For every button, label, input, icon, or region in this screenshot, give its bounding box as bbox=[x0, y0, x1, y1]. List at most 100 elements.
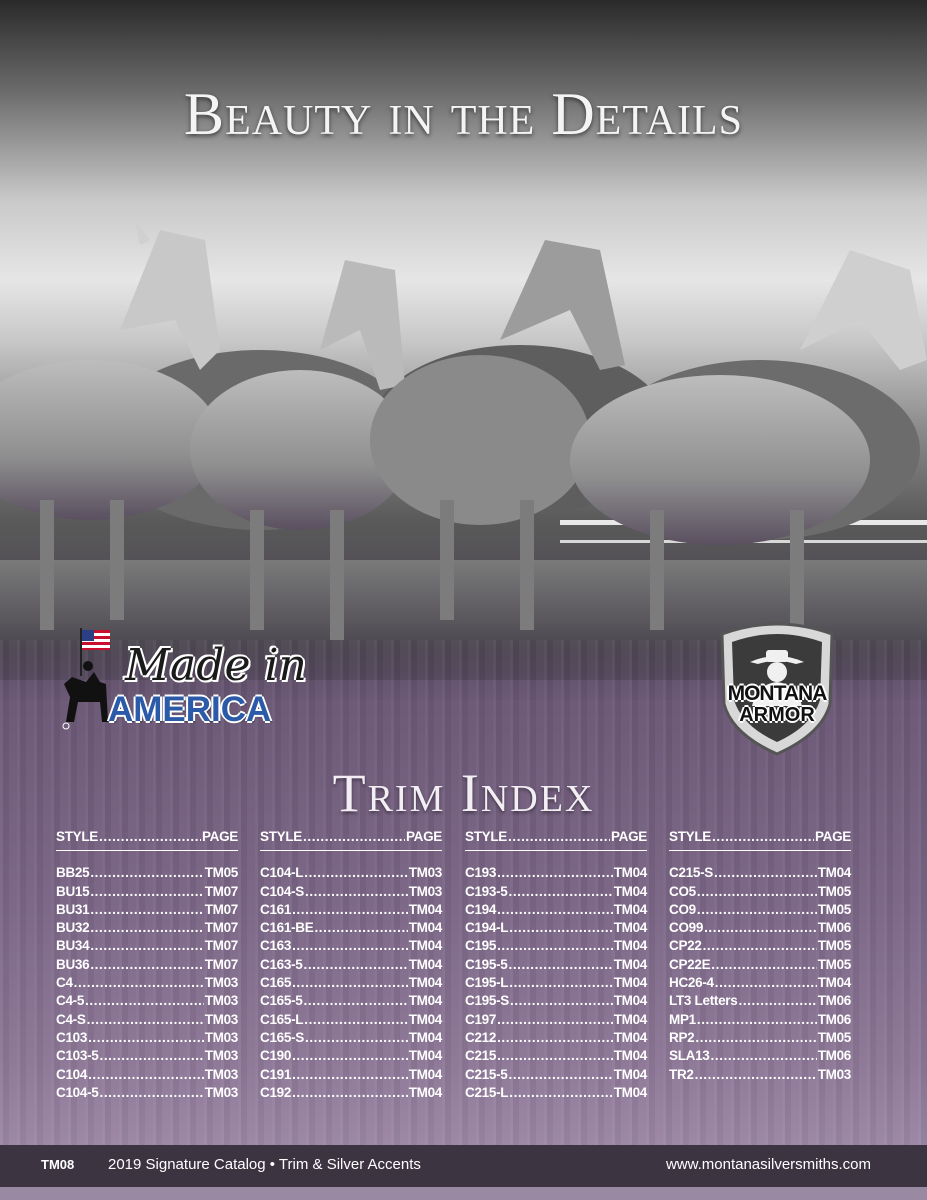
header-rule bbox=[56, 850, 238, 851]
leader-dots bbox=[87, 1012, 204, 1027]
leader-dots bbox=[695, 1030, 816, 1045]
leader-dots bbox=[712, 829, 814, 844]
leader-dots bbox=[292, 975, 408, 990]
style-code: C4 bbox=[56, 975, 73, 991]
index-rows: C193TM04C193-5TM04C194TM04C194-LTM04C195… bbox=[465, 862, 647, 1100]
index-row: C215-L TM04 bbox=[465, 1082, 647, 1100]
header-page: PAGE bbox=[405, 829, 442, 844]
index-row: BU36 TM07 bbox=[56, 953, 238, 972]
style-code: BU36 bbox=[56, 956, 90, 972]
page-ref: TM04 bbox=[408, 956, 443, 972]
montana-text: MONTANA bbox=[727, 682, 828, 705]
style-code: C215-5 bbox=[465, 1066, 508, 1082]
index-row: C4 TM03 bbox=[56, 972, 238, 990]
style-code: CP22 bbox=[669, 938, 702, 954]
page-ref: TM04 bbox=[613, 883, 648, 899]
montana-armor-shield-logo bbox=[720, 622, 834, 756]
trim-index-title: Trim Index bbox=[332, 763, 595, 823]
header-page: PAGE bbox=[610, 829, 647, 844]
leader-dots bbox=[99, 1085, 203, 1100]
index-row: C165-S TM04 bbox=[260, 1027, 442, 1045]
leader-dots bbox=[703, 938, 817, 953]
page-ref: TM04 bbox=[408, 993, 443, 1009]
leader-dots bbox=[508, 829, 610, 844]
index-row: C163-5 TM04 bbox=[260, 953, 443, 972]
style-code: LT3 Letters bbox=[669, 993, 738, 1009]
index-row: BU15 TM07 bbox=[56, 880, 238, 899]
index-row: C104-5 TM03 bbox=[56, 1082, 238, 1100]
page-ref: TM03 bbox=[204, 1066, 239, 1082]
page-ref: TM04 bbox=[408, 920, 443, 936]
page-ref: TM05 bbox=[817, 1029, 852, 1045]
index-column-4: STYLE PAGE C215-S TM04 CO5 TM05 CO9 TM05 CO99 TM0… bbox=[669, 826, 851, 1082]
style-code: HC26-4 bbox=[669, 975, 714, 991]
leader-dots bbox=[715, 975, 817, 990]
header-page: PAGE bbox=[814, 829, 851, 844]
style-code: TR2 bbox=[669, 1066, 694, 1082]
page-ref: TM04 bbox=[613, 975, 648, 991]
leader-dots bbox=[508, 884, 612, 899]
index-row: C215-5 TM04 bbox=[465, 1063, 647, 1082]
page-ref: TM04 bbox=[613, 901, 648, 917]
leader-dots bbox=[714, 865, 817, 880]
index-row: TR2 TM03 bbox=[669, 1063, 852, 1082]
header-style: STYLE bbox=[260, 829, 303, 844]
index-row: LT3 Letters TM06 bbox=[669, 990, 851, 1008]
index-row: C215 TM04 bbox=[465, 1045, 647, 1063]
page-ref: TM04 bbox=[408, 1011, 443, 1027]
index-row: C195-L TM04 bbox=[465, 972, 647, 990]
index-row: C190 TM04 bbox=[260, 1045, 442, 1063]
style-code: C165-L bbox=[260, 1011, 304, 1027]
style-code: BU15 bbox=[56, 883, 90, 899]
index-row: CO9 TM05 bbox=[669, 899, 851, 917]
leader-dots bbox=[711, 957, 816, 972]
page-ref: TM03 bbox=[204, 1011, 239, 1027]
trim-index-table: STYLE PAGE BB25 TM05 BU15 TM07 BU31 TM07 BU32 TM0… bbox=[56, 826, 856, 1106]
column-header: STYLE PAGE bbox=[56, 826, 238, 844]
page-ref: TM04 bbox=[613, 920, 648, 936]
page-ref: TM04 bbox=[613, 956, 648, 972]
page-ref: TM05 bbox=[817, 938, 852, 954]
page-ref: TM06 bbox=[817, 1011, 852, 1027]
website-link[interactable]: www.montanasilversmiths.com bbox=[665, 1156, 871, 1173]
style-code: CP22E bbox=[669, 956, 711, 972]
leader-dots bbox=[303, 993, 407, 1008]
index-row: C197 TM04 bbox=[465, 1008, 647, 1027]
leader-dots bbox=[508, 957, 612, 972]
page-ref: TM04 bbox=[613, 938, 648, 954]
index-row: C193-5 TM04 bbox=[465, 880, 648, 899]
page-ref: TM03 bbox=[408, 883, 443, 899]
leader-dots bbox=[305, 1030, 408, 1045]
style-code: C161-BE bbox=[260, 920, 314, 936]
page-ref: TM05 bbox=[204, 865, 239, 881]
leader-dots bbox=[697, 884, 817, 899]
leader-dots bbox=[304, 865, 407, 880]
page-ref: TM06 bbox=[817, 993, 852, 1009]
leader-dots bbox=[292, 902, 408, 917]
leader-dots bbox=[508, 1067, 612, 1082]
index-row: C194 TM04 bbox=[465, 899, 647, 917]
leader-dots bbox=[697, 902, 817, 917]
column-header: STYLE PAGE bbox=[669, 826, 851, 844]
catalog-label: 2019 Signature Catalog • Trim & Silver A… bbox=[108, 1156, 421, 1173]
style-code: C4-5 bbox=[56, 993, 85, 1009]
page-ref: TM07 bbox=[204, 938, 239, 954]
leader-dots bbox=[305, 884, 408, 899]
style-code: C104 bbox=[56, 1066, 88, 1082]
index-row: C195-5 TM04 bbox=[465, 953, 648, 972]
leader-dots bbox=[509, 1085, 612, 1100]
index-row: C104-L TM03 bbox=[260, 862, 442, 880]
style-code: CO9 bbox=[669, 901, 696, 917]
index-row: C103 TM03 bbox=[56, 1027, 238, 1045]
style-code: C103 bbox=[56, 1029, 88, 1045]
header-style: STYLE bbox=[56, 829, 99, 844]
page-ref: TM04 bbox=[817, 865, 852, 881]
page-ref: TM04 bbox=[408, 938, 443, 954]
leader-dots bbox=[304, 1012, 407, 1027]
page-ref: TM03 bbox=[817, 1066, 852, 1082]
index-row: C165 TM04 bbox=[260, 972, 442, 990]
header-rule bbox=[669, 850, 851, 851]
leader-dots bbox=[497, 1048, 613, 1063]
index-row: CO5 TM05 bbox=[669, 880, 851, 899]
index-row: BB25 TM05 bbox=[56, 862, 238, 880]
